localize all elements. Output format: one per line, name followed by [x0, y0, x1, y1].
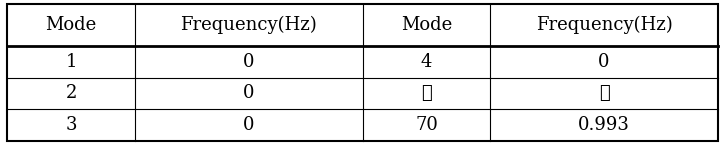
- Text: ⋯: ⋯: [421, 85, 432, 103]
- Text: Mode: Mode: [401, 16, 452, 34]
- Text: ⋯: ⋯: [599, 85, 610, 103]
- Text: 4: 4: [420, 53, 432, 71]
- Text: 0.993: 0.993: [578, 116, 630, 134]
- Text: 1: 1: [65, 53, 77, 71]
- Text: 3: 3: [65, 116, 77, 134]
- Text: 0: 0: [243, 53, 254, 71]
- Text: 70: 70: [415, 116, 438, 134]
- Text: Frequency(Hz): Frequency(Hz): [181, 16, 318, 35]
- Text: 0: 0: [243, 116, 254, 134]
- Text: 0: 0: [243, 85, 254, 103]
- Text: Mode: Mode: [46, 16, 97, 34]
- Text: 2: 2: [65, 85, 77, 103]
- Text: 0: 0: [598, 53, 610, 71]
- Text: Frequency(Hz): Frequency(Hz): [536, 16, 673, 35]
